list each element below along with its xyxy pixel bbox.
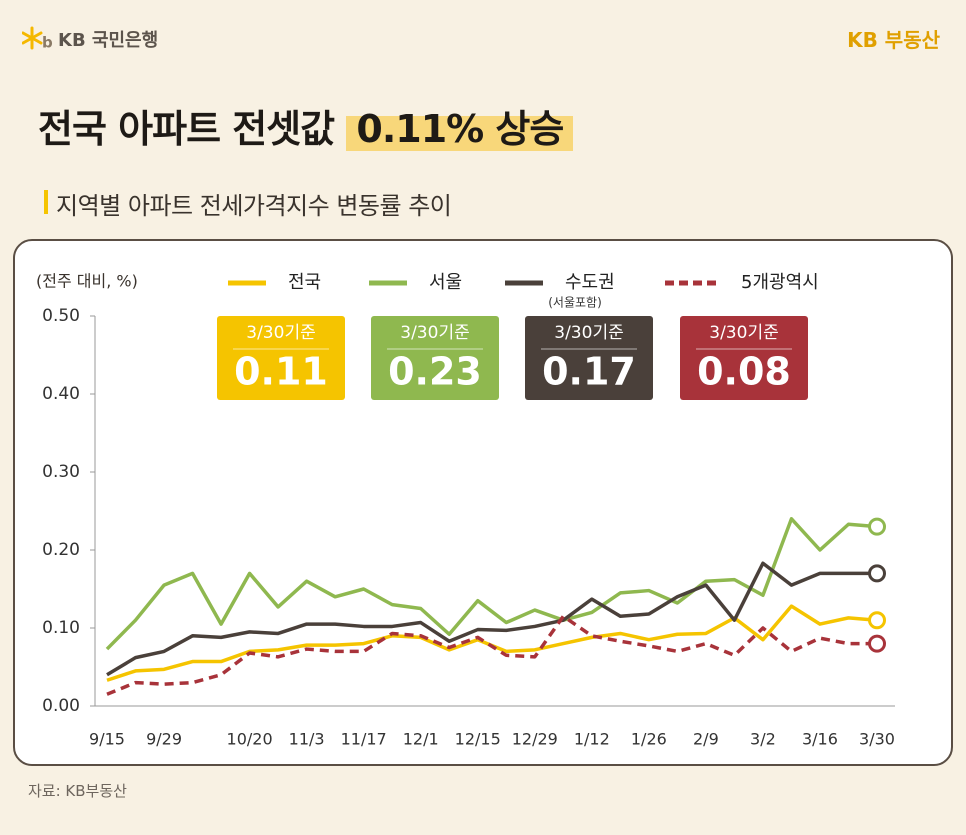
y-tick-label: 0.50	[42, 306, 80, 326]
svg-text:b: b	[42, 34, 53, 51]
badge-label: 3/30기준	[246, 323, 315, 343]
x-tick-label: 1/26	[631, 730, 667, 749]
badge	[680, 316, 808, 400]
x-tick-label: 3/2	[750, 730, 776, 749]
y-tick-label: 0.20	[42, 540, 80, 560]
x-tick-label: 3/30	[859, 730, 895, 749]
x-tick-label: 1/12	[574, 730, 610, 749]
badge	[525, 316, 653, 400]
badge-label: 3/30기준	[400, 323, 469, 343]
badge-label: 3/30기준	[709, 323, 778, 343]
badge-value: 0.23	[388, 350, 482, 394]
x-tick-label: 9/15	[89, 730, 125, 749]
legend-note: (서울포함)	[548, 296, 602, 310]
x-tick-label: 12/29	[512, 730, 558, 749]
badge-label: 3/30기준	[554, 323, 623, 343]
y-axis-label: (전주 대비, %)	[36, 272, 138, 291]
subtitle-bar	[44, 190, 48, 214]
x-tick-label: 10/20	[227, 730, 273, 749]
legend-label: 서울	[429, 272, 462, 293]
bank-name: KB 국민은행	[58, 30, 159, 51]
badge	[371, 316, 499, 400]
end-marker	[868, 564, 886, 583]
x-tick-label: 9/29	[146, 730, 182, 749]
y-tick-label: 0.30	[42, 462, 80, 482]
legend-label: 전국	[288, 272, 321, 293]
x-tick-label: 12/1	[403, 730, 439, 749]
legend-label: 수도권	[565, 272, 615, 293]
title: 전국 아파트 전셋값 0.11% 상승	[38, 98, 574, 153]
end-marker	[868, 611, 886, 630]
brand-name: KB 부동산	[847, 28, 940, 52]
x-tick-label: 2/9	[693, 730, 719, 749]
x-tick-label: 12/15	[455, 730, 501, 749]
badge-value: 0.11	[234, 350, 328, 394]
badge	[217, 316, 345, 400]
series-line	[106, 614, 877, 696]
subtitle: 지역별 아파트 전세가격지수 변동률 추이	[56, 192, 452, 220]
series-line	[106, 561, 877, 677]
x-tick-label: 11/17	[341, 730, 387, 749]
series-line	[105, 517, 878, 651]
title-highlight: 0.11% 상승	[346, 107, 574, 151]
logo-icon: b	[22, 26, 53, 51]
y-tick-label: 0.10	[42, 618, 80, 638]
x-tick-label: 3/16	[802, 730, 838, 749]
title-text: 전국 아파트 전셋값	[38, 107, 335, 151]
y-tick-label: 0.40	[42, 384, 80, 404]
y-tick-label: 0.00	[42, 696, 80, 716]
legend-label: 5개광역시	[741, 272, 819, 293]
end-marker	[868, 517, 886, 536]
source: 자료: KB부동산	[28, 782, 127, 800]
end-marker	[868, 634, 886, 653]
badge-value: 0.17	[542, 350, 636, 394]
badge-value: 0.08	[697, 350, 791, 394]
x-tick-label: 11/3	[289, 730, 325, 749]
